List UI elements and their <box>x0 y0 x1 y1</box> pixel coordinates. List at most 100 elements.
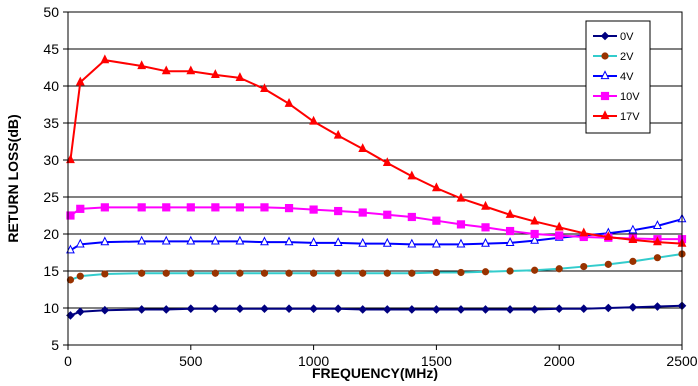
y-tick-label: 10 <box>43 300 59 316</box>
data-point <box>161 235 171 245</box>
data-point <box>358 143 368 152</box>
data-point <box>481 237 490 247</box>
y-tick-label: 25 <box>43 189 59 205</box>
data-point <box>456 238 466 248</box>
data-point <box>310 269 318 277</box>
data-point <box>628 234 638 244</box>
legend-label: 4V <box>620 71 634 83</box>
data-point <box>137 203 146 212</box>
series-line <box>70 304 683 317</box>
data-point <box>284 204 294 213</box>
data-point <box>505 226 515 236</box>
data-point <box>432 216 441 225</box>
legend-entry: 0V <box>593 31 634 43</box>
data-point <box>100 236 110 246</box>
data-point <box>600 91 610 101</box>
data-point <box>284 304 294 314</box>
data-point <box>101 270 109 278</box>
data-point <box>382 157 392 167</box>
y-tick-label: 50 <box>43 4 59 20</box>
data-point <box>481 223 490 232</box>
data-point <box>161 65 171 75</box>
data-point <box>333 304 343 314</box>
data-point <box>284 236 294 246</box>
data-point <box>408 269 416 277</box>
data-point <box>309 115 319 125</box>
data-point <box>603 231 613 241</box>
data-point <box>309 205 318 214</box>
data-point <box>75 76 85 86</box>
data-point <box>432 268 440 277</box>
data-point <box>600 70 610 80</box>
data-point <box>75 307 85 317</box>
data-point <box>186 65 196 75</box>
y-tick-label: 30 <box>43 152 59 168</box>
data-point <box>653 220 662 229</box>
data-point <box>358 208 367 217</box>
data-point <box>530 305 539 314</box>
data-point <box>383 210 392 219</box>
x-tick-label: 1500 <box>421 353 452 369</box>
data-point <box>431 182 441 192</box>
series-10V <box>66 203 687 244</box>
data-point <box>456 220 466 229</box>
data-point <box>382 305 392 314</box>
legend-entry: 17V <box>593 110 640 123</box>
y-tick-label: 45 <box>43 41 59 57</box>
data-point <box>211 304 220 314</box>
data-point <box>358 305 368 314</box>
data-point <box>186 235 196 245</box>
data-point <box>333 237 343 246</box>
legend-entry: 4V <box>593 70 634 83</box>
y-tick-label: 35 <box>43 115 59 131</box>
data-point <box>76 272 84 280</box>
data-point <box>554 304 564 314</box>
data-point <box>653 254 662 262</box>
y-tick-label: 5 <box>51 337 59 353</box>
data-point <box>383 269 391 277</box>
legend-label: 0V <box>620 31 634 43</box>
data-point <box>260 203 269 212</box>
data-point <box>382 237 392 247</box>
data-point <box>210 69 220 78</box>
legend-label: 2V <box>620 51 634 63</box>
data-point <box>359 269 367 277</box>
data-point <box>66 154 75 164</box>
data-point <box>284 98 294 107</box>
x-tick-label: 500 <box>179 353 203 369</box>
data-point <box>187 269 195 277</box>
data-point <box>457 268 465 277</box>
data-point <box>137 305 146 314</box>
x-tick-label: 2000 <box>544 353 575 369</box>
data-point <box>554 221 564 231</box>
series-2V <box>66 250 686 284</box>
data-point <box>138 269 146 277</box>
data-point <box>260 304 269 314</box>
plot-series <box>66 54 687 320</box>
data-point <box>530 229 539 239</box>
data-point <box>432 305 441 314</box>
data-point <box>456 192 466 202</box>
plot-frame <box>67 11 683 346</box>
data-point <box>260 236 269 246</box>
y-tick-label: 20 <box>43 226 59 242</box>
data-point <box>579 304 589 314</box>
data-point <box>210 235 220 245</box>
series-17V <box>66 54 687 247</box>
series-line <box>70 252 683 281</box>
data-point <box>530 215 540 225</box>
data-point <box>555 231 564 240</box>
data-point <box>629 257 637 265</box>
data-point <box>137 60 147 70</box>
data-point <box>600 31 610 41</box>
data-point <box>211 269 219 277</box>
x-tick-label: 0 <box>64 353 72 369</box>
data-point <box>260 83 269 93</box>
data-point <box>334 269 342 277</box>
series-line <box>69 59 683 245</box>
data-point <box>628 224 638 234</box>
data-point <box>653 236 662 246</box>
